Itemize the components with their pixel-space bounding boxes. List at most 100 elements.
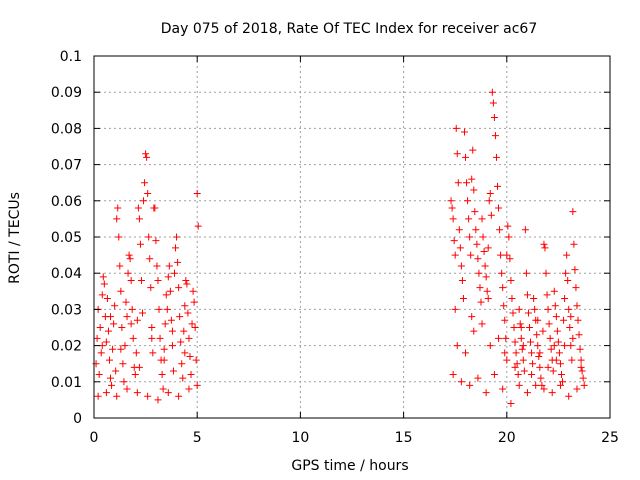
data-point: [143, 153, 151, 161]
data-point: [146, 255, 154, 263]
data-point: [142, 150, 150, 158]
data-point: [99, 273, 107, 281]
data-point: [501, 349, 509, 357]
data-point: [475, 269, 483, 277]
data-point: [459, 295, 467, 303]
data-point: [465, 215, 473, 223]
data-point: [556, 360, 564, 368]
data-point: [111, 302, 119, 310]
data-point: [449, 371, 457, 379]
data-point: [164, 273, 172, 281]
data-point: [482, 389, 490, 397]
data-point: [514, 371, 522, 379]
data-point: [117, 287, 125, 295]
data-point: [103, 295, 111, 303]
data-point: [463, 179, 471, 187]
data-point: [179, 374, 187, 382]
data-point: [507, 400, 515, 408]
data-point: [519, 342, 527, 350]
y-tick-label: 0.03: [51, 302, 82, 318]
data-point: [479, 233, 487, 241]
data-point: [102, 338, 110, 346]
data-point: [523, 291, 531, 299]
data-point: [192, 356, 200, 364]
data-point: [504, 222, 512, 230]
data-point: [543, 291, 551, 299]
data-point: [182, 276, 190, 284]
data-point: [100, 280, 108, 288]
data-point: [478, 215, 486, 223]
data-point: [175, 392, 183, 400]
data-point: [131, 371, 139, 379]
data-point: [505, 233, 513, 241]
y-axis-label: ROTI / TECUs: [7, 192, 23, 284]
data-points: [92, 88, 588, 408]
data-point: [453, 342, 461, 350]
data-point: [484, 244, 492, 252]
data-point: [562, 269, 570, 277]
axis-ticks: 0 5 10 15 20 25 0 0.01 0.02 0.03 0.04 0.05 0.06 0.07 0…: [51, 49, 619, 446]
data-point: [513, 360, 521, 368]
data-point: [549, 367, 557, 375]
data-point: [160, 356, 168, 364]
x-tick-label: 15: [395, 430, 413, 446]
data-point: [133, 389, 141, 397]
data-point: [516, 320, 524, 328]
data-point: [468, 175, 476, 183]
data-point: [149, 349, 157, 357]
data-point: [536, 349, 544, 357]
data-point: [532, 381, 540, 389]
data-point: [183, 280, 191, 288]
data-point: [193, 190, 201, 198]
data-point: [503, 356, 511, 364]
data-point: [122, 298, 130, 306]
data-point: [139, 309, 147, 317]
data-point: [107, 374, 115, 382]
y-tick-label: 0.04: [51, 266, 82, 282]
data-point: [563, 251, 571, 259]
data-point: [155, 305, 163, 313]
data-point: [467, 251, 475, 259]
data-point: [496, 226, 504, 234]
data-point: [501, 316, 509, 324]
data-point: [511, 338, 519, 346]
data-point: [455, 226, 463, 234]
x-tick-label: 20: [498, 430, 516, 446]
data-point: [478, 320, 486, 328]
data-point: [449, 215, 457, 223]
data-point: [555, 349, 563, 357]
data-point: [568, 356, 576, 364]
data-point: [538, 381, 546, 389]
data-point: [462, 349, 470, 357]
data-point: [181, 349, 189, 357]
data-point: [539, 327, 547, 335]
data-point: [116, 262, 124, 270]
data-point: [511, 363, 519, 371]
data-point: [151, 204, 159, 212]
data-point: [124, 269, 132, 277]
data-point: [194, 222, 202, 230]
data-point: [577, 363, 585, 371]
data-point: [148, 334, 156, 342]
data-point: [495, 334, 503, 342]
data-point: [147, 284, 155, 292]
data-point: [523, 389, 531, 397]
data-point: [569, 334, 577, 342]
data-point: [121, 342, 129, 350]
data-point: [526, 324, 534, 331]
data-point: [163, 305, 171, 313]
data-point: [190, 298, 198, 306]
data-point: [572, 284, 580, 292]
data-point: [492, 153, 500, 161]
data-point: [515, 305, 523, 313]
y-tick-label: 0.1: [60, 49, 82, 65]
data-point: [118, 324, 126, 331]
data-point: [134, 204, 142, 212]
data-point: [128, 305, 136, 313]
data-point: [165, 262, 173, 270]
data-point: [474, 255, 482, 263]
data-point: [167, 316, 175, 324]
data-point: [503, 251, 511, 259]
data-point: [109, 345, 117, 353]
data-point: [453, 150, 461, 158]
